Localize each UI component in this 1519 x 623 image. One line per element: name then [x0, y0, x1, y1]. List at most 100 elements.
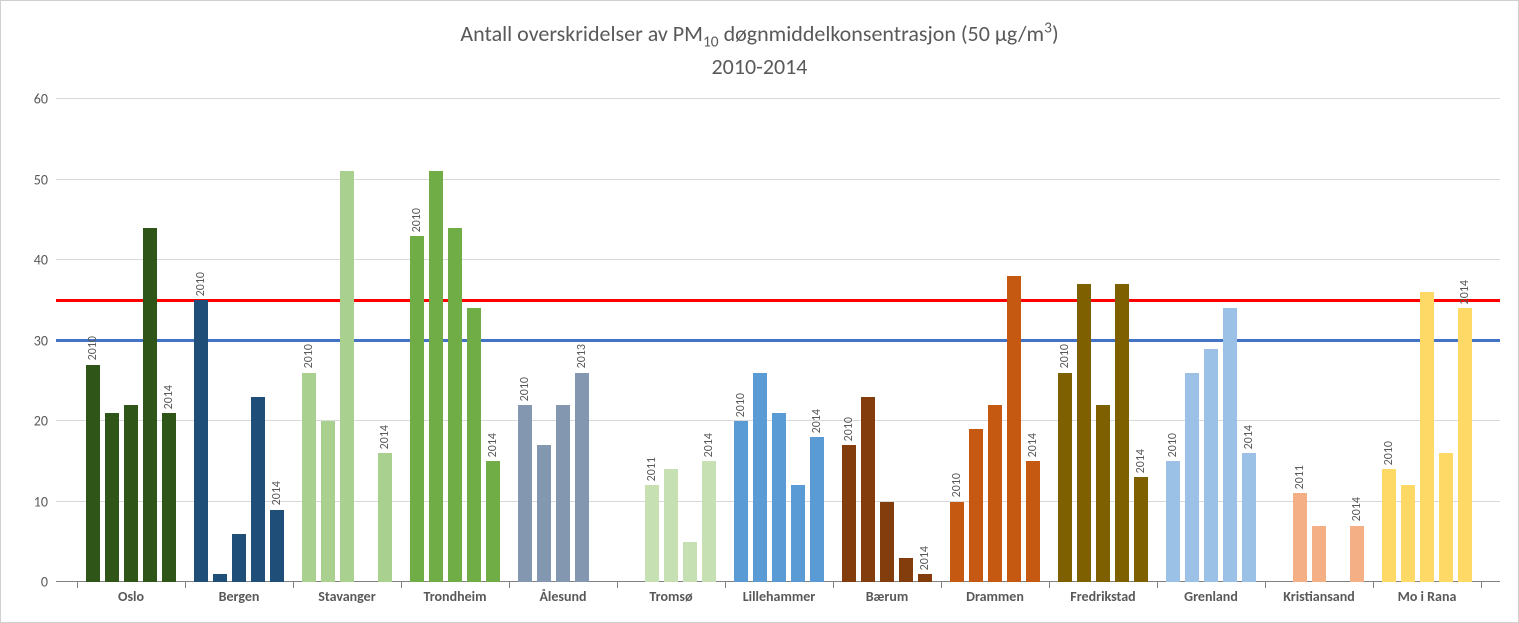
bar-year-label: 2010 [194, 272, 208, 296]
x-tick [1481, 582, 1482, 588]
x-category-label: Trondheim [424, 588, 487, 605]
bar [270, 510, 284, 582]
bar-year-label: 2014 [1134, 449, 1148, 473]
bar [575, 373, 589, 582]
x-tick [185, 582, 186, 588]
bar [950, 502, 964, 583]
bar [537, 445, 551, 582]
bar [410, 236, 424, 582]
x-tick [77, 582, 78, 588]
bar [810, 437, 824, 582]
bar-year-label: 2014 [918, 546, 932, 570]
bar-year-label: 2013 [575, 344, 589, 368]
bar [1077, 284, 1091, 582]
bar [645, 485, 659, 582]
x-tick [509, 582, 510, 588]
bar-year-label: 2010 [518, 377, 532, 401]
bar [340, 171, 354, 582]
bar [467, 308, 481, 582]
bar [1058, 373, 1072, 582]
bar [988, 405, 1002, 582]
title-line1: Antall overskridelser av PM10 døgnmiddel… [460, 20, 1058, 47]
bar [194, 300, 208, 582]
bar [683, 542, 697, 582]
bar-year-label: 2011 [645, 457, 659, 481]
pm10-chart: Antall overskridelser av PM10 døgnmiddel… [0, 0, 1519, 623]
reference-line [56, 299, 1500, 302]
bar [861, 397, 875, 582]
x-category-label: Grenland [1184, 588, 1238, 605]
bar-year-label: 2010 [950, 473, 964, 497]
bar [1026, 461, 1040, 582]
bar [378, 453, 392, 582]
bar-year-label: 2014 [378, 425, 392, 449]
x-tick [1157, 582, 1158, 588]
x-category-label: Drammen [966, 588, 1024, 605]
bar-year-label: 2014 [702, 433, 716, 457]
bar-year-label: 2014 [1242, 425, 1256, 449]
bar [1007, 276, 1021, 582]
bar [1458, 308, 1472, 582]
x-tick [833, 582, 834, 588]
x-axis: OsloBergenStavangerTrondheimÅlesundTroms… [56, 582, 1500, 622]
y-tick-label: 20 [34, 413, 48, 430]
bar [702, 461, 716, 582]
title-line2: 2010-2014 [712, 53, 808, 80]
bar [1401, 485, 1415, 582]
bar [772, 413, 786, 582]
y-axis: 0102030405060 [1, 101, 56, 582]
bar [1115, 284, 1129, 582]
bar-year-label: 2014 [1458, 280, 1472, 304]
reference-line [56, 339, 1500, 342]
bar-year-label: 2010 [1382, 441, 1396, 465]
bar-year-label: 2010 [302, 344, 316, 368]
bar [1382, 469, 1396, 582]
bar [1312, 526, 1326, 582]
bar-year-label: 2014 [486, 433, 500, 457]
x-category-label: Mo i Rana [1398, 588, 1457, 605]
x-tick [401, 582, 402, 588]
x-tick [293, 582, 294, 588]
bar [880, 502, 894, 583]
bar [162, 413, 176, 582]
bar [105, 413, 119, 582]
bar [302, 373, 316, 582]
gridline [56, 98, 1500, 99]
bar-year-label: 2014 [1026, 433, 1040, 457]
x-category-label: Kristiansand [1283, 588, 1355, 605]
bar-year-label: 2010 [1166, 433, 1180, 457]
bar [143, 228, 157, 582]
bar-year-label: 2014 [162, 385, 176, 409]
y-tick-label: 0 [41, 574, 48, 591]
bar [842, 445, 856, 582]
gridline [56, 259, 1500, 260]
y-tick-label: 40 [34, 252, 48, 269]
x-tick [1265, 582, 1266, 588]
x-tick [725, 582, 726, 588]
plot-area: 2010 2014 2010 2014 2010 2014 2010 2014 2010 2013… [56, 101, 1500, 582]
bar [1204, 349, 1218, 582]
bar [1439, 453, 1453, 582]
y-tick-label: 10 [34, 493, 48, 510]
y-tick-label: 30 [34, 332, 48, 349]
bar [899, 558, 913, 582]
bar [1350, 526, 1364, 582]
bar [1420, 292, 1434, 582]
bar-year-label: 2010 [842, 417, 856, 441]
x-category-label: Oslo [118, 588, 144, 605]
bar [664, 469, 678, 582]
bar [1185, 373, 1199, 582]
x-category-label: Lillehammer [743, 588, 816, 605]
bar [251, 397, 265, 582]
y-tick-label: 50 [34, 171, 48, 188]
bar [734, 421, 748, 582]
bar-year-label: 2014 [270, 481, 284, 505]
bar [518, 405, 532, 582]
x-category-label: Stavanger [318, 588, 375, 605]
bar [969, 429, 983, 582]
bar [791, 485, 805, 582]
bar [1166, 461, 1180, 582]
chart-title: Antall overskridelser av PM10 døgnmiddel… [1, 1, 1518, 81]
bar [1293, 493, 1307, 582]
bar-year-label: 2011 [1293, 465, 1307, 489]
